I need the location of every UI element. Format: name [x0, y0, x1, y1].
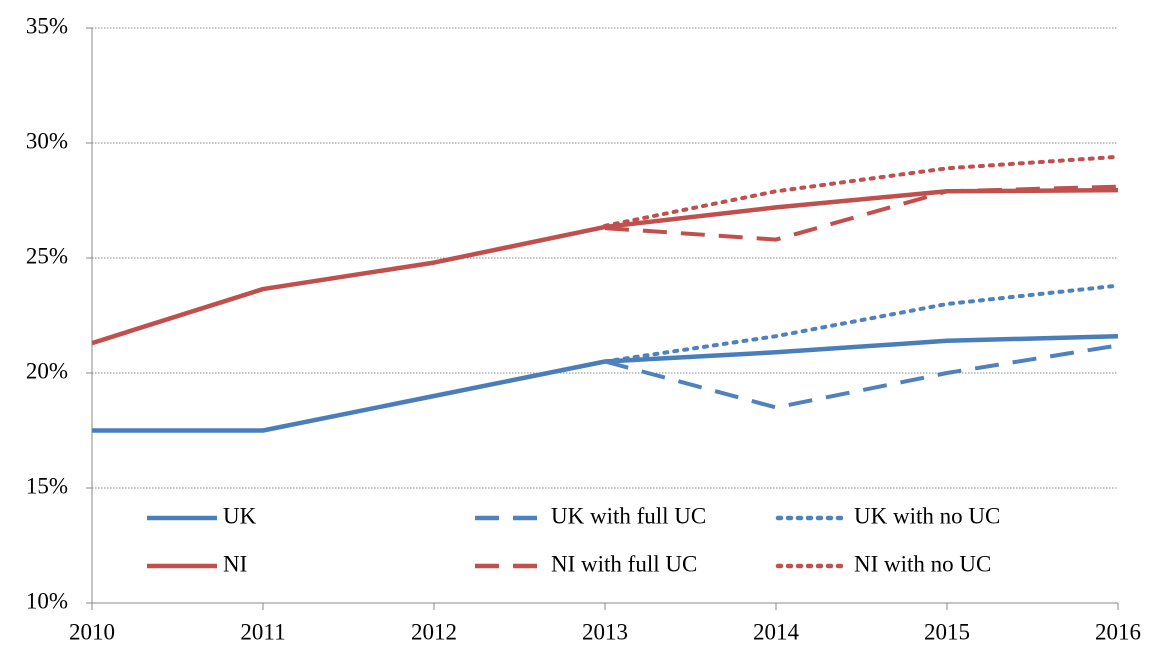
legend-label: NI	[223, 551, 247, 576]
x-tick-label: 2016	[1095, 619, 1141, 644]
y-tick-label: 30%	[26, 128, 68, 153]
x-tick-label: 2011	[240, 619, 285, 644]
y-tick-label: 20%	[26, 358, 68, 383]
series-line	[604, 343, 1119, 410]
legend-label: UK with no UC	[854, 503, 1000, 528]
legend-label: UK	[223, 503, 257, 528]
x-tick-label: 2012	[411, 619, 457, 644]
series-line	[603, 154, 1120, 228]
legend-label: NI with no UC	[854, 551, 991, 576]
x-tick-label: 2010	[69, 619, 115, 644]
series-line	[603, 283, 1120, 364]
y-tick-label: 15%	[26, 473, 68, 498]
x-tick-label: 2015	[924, 619, 970, 644]
y-tick-label: 10%	[26, 588, 68, 613]
legend-label: NI with full UC	[551, 551, 697, 576]
x-tick-label: 2013	[582, 619, 628, 644]
series-line	[604, 184, 1119, 242]
y-tick-label: 35%	[26, 13, 68, 38]
legend-label: UK with full UC	[551, 503, 706, 528]
series-line	[91, 187, 1119, 346]
series-line	[92, 333, 1119, 433]
y-tick-label: 25%	[26, 243, 68, 268]
x-tick-label: 2014	[753, 619, 800, 644]
